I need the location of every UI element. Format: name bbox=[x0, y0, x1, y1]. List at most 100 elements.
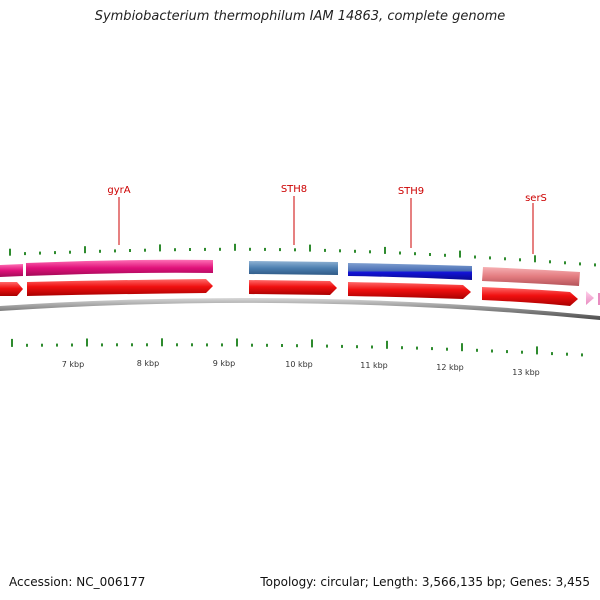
gc-tick-minor bbox=[174, 248, 176, 252]
gc-tick-major bbox=[386, 340, 388, 349]
gc-tick-minor bbox=[296, 344, 298, 348]
gc-tick-minor bbox=[594, 263, 596, 267]
coordinate-labels: 7 kbp 8 kbp 9 kbp 10 kbp 11 kbp 12 kbp 1… bbox=[62, 359, 540, 377]
coordinate-label-9kbp: 9 kbp bbox=[213, 359, 235, 368]
gc-tick-minor bbox=[24, 252, 26, 256]
gc-tick-minor bbox=[339, 249, 341, 253]
gc-tick-minor bbox=[506, 350, 508, 354]
gc-tick-minor bbox=[551, 352, 553, 356]
gc-tick-major bbox=[459, 250, 461, 258]
gc-tick-major bbox=[311, 339, 313, 348]
gc-tick-minor bbox=[504, 257, 506, 261]
gc-tick-major bbox=[536, 346, 538, 355]
gc-ticks-upper bbox=[9, 243, 596, 267]
gc-tick-minor bbox=[176, 343, 178, 347]
gc-tick-minor bbox=[579, 262, 581, 266]
gc-tick-major bbox=[159, 244, 161, 252]
coordinate-label-10kbp: 10 kbp bbox=[285, 360, 313, 369]
gc-tick-minor bbox=[476, 348, 478, 352]
gc-tick-minor bbox=[414, 252, 416, 256]
gc-tick-minor bbox=[279, 248, 281, 252]
gc-tick-minor bbox=[566, 352, 568, 356]
cds-arrow bbox=[27, 279, 213, 296]
gc-tick-major bbox=[161, 338, 163, 347]
coordinate-label-12kbp: 12 kbp bbox=[436, 363, 464, 372]
cds-arrow bbox=[249, 280, 337, 295]
gc-tick-minor bbox=[281, 344, 283, 347]
gc-tick-minor bbox=[206, 343, 208, 347]
gc-tick-minor bbox=[444, 253, 446, 257]
gene-label-STH9: STH9 bbox=[398, 186, 424, 197]
gc-tick-minor bbox=[204, 247, 206, 251]
gc-tick-minor bbox=[26, 343, 28, 347]
gene-bar-gyrA bbox=[26, 259, 213, 276]
genome-summary: Topology: circular; Length: 3,566,135 bp… bbox=[260, 575, 590, 589]
gene-bar-STH9 bbox=[348, 263, 472, 280]
gc-tick-minor bbox=[491, 349, 493, 353]
gc-tick-minor bbox=[431, 347, 433, 351]
gc-tick-major bbox=[236, 338, 238, 347]
gc-tick-minor bbox=[564, 261, 566, 265]
gc-tick-major bbox=[461, 343, 463, 352]
gc-tick-minor bbox=[71, 343, 73, 347]
gc-tick-major bbox=[234, 243, 236, 251]
gc-tick-minor bbox=[371, 345, 373, 349]
cds-arrow-pink bbox=[586, 291, 594, 305]
gc-tick-minor bbox=[114, 249, 116, 253]
gc-tick-minor bbox=[549, 260, 551, 264]
gc-tick-minor bbox=[41, 343, 43, 347]
gc-tick-minor bbox=[489, 256, 491, 260]
gc-tick-minor bbox=[189, 248, 191, 251]
gc-tick-minor bbox=[354, 249, 356, 253]
gene-bar-fragment bbox=[0, 264, 23, 277]
gc-tick-minor bbox=[519, 258, 521, 262]
gc-tick-minor bbox=[369, 250, 371, 254]
coordinate-label-8kbp: 8 kbp bbox=[137, 359, 159, 368]
gc-tick-minor bbox=[356, 345, 358, 349]
cds-arrow bbox=[482, 287, 578, 306]
coordinate-label-13kbp: 13 kbp bbox=[512, 368, 540, 377]
gene-bar-STH8 bbox=[249, 261, 338, 275]
gc-tick-major bbox=[9, 248, 11, 256]
gc-tick-minor bbox=[131, 343, 133, 347]
gc-tick-minor bbox=[326, 344, 328, 348]
gc-tick-minor bbox=[399, 251, 401, 255]
gc-tick-minor bbox=[144, 248, 146, 252]
gc-tick-minor bbox=[221, 343, 223, 347]
gc-tick-major bbox=[534, 255, 536, 263]
gc-tick-minor bbox=[146, 343, 148, 347]
gc-tick-minor bbox=[219, 247, 221, 251]
cds-arrow-edge bbox=[598, 293, 600, 305]
coordinate-label-11kbp: 11 kbp bbox=[360, 361, 388, 370]
gc-tick-minor bbox=[294, 248, 296, 252]
gene-label-STH8: STH8 bbox=[281, 184, 307, 195]
gc-tick-minor bbox=[69, 250, 71, 254]
cds-arrow-track bbox=[0, 279, 600, 306]
gc-tick-minor bbox=[191, 343, 193, 347]
gc-tick-major bbox=[309, 244, 311, 252]
gc-tick-minor bbox=[266, 343, 268, 347]
gc-tick-minor bbox=[521, 350, 523, 354]
accession-label: Accession: NC_006177 bbox=[9, 575, 146, 589]
gc-tick-minor bbox=[416, 346, 418, 350]
gene-label-track: gyrA STH8 STH9 serS bbox=[107, 184, 547, 254]
gc-tick-minor bbox=[249, 247, 251, 251]
gc-tick-minor bbox=[401, 346, 403, 350]
cds-arrow bbox=[348, 282, 471, 299]
coordinate-label-7kbp: 7 kbp bbox=[62, 360, 84, 369]
gene-label-serS: serS bbox=[525, 193, 547, 204]
gene-label-gyrA: gyrA bbox=[107, 185, 130, 196]
cds-arrow bbox=[0, 282, 23, 296]
gc-tick-minor bbox=[429, 253, 431, 256]
gc-tick-major bbox=[11, 338, 13, 347]
gc-ticks-lower bbox=[11, 338, 583, 357]
gc-tick-minor bbox=[324, 248, 326, 252]
gc-tick-minor bbox=[54, 251, 56, 255]
gc-tick-major bbox=[84, 246, 86, 254]
gc-tick-minor bbox=[129, 249, 131, 252]
gc-tick-minor bbox=[39, 251, 41, 255]
gc-tick-minor bbox=[101, 343, 103, 347]
map-title: Symbiobacterium thermophilum IAM 14863, … bbox=[94, 9, 506, 24]
